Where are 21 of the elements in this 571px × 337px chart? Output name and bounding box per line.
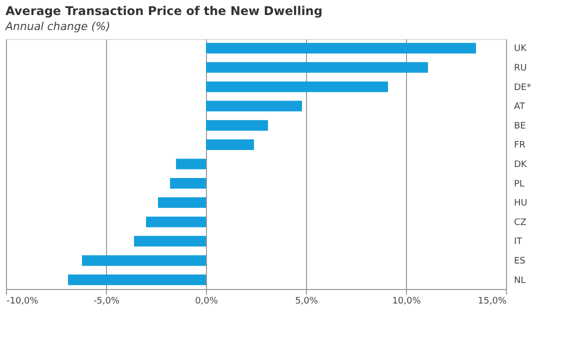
- y-tick-label: FR: [514, 140, 526, 151]
- x-tick-label: 0,0%: [195, 296, 218, 306]
- x-tick-label: 15,0%: [478, 296, 507, 306]
- y-tick-label: PL: [514, 179, 524, 190]
- x-tick-label: 5,0%: [295, 296, 318, 306]
- y-tick-label: BE: [514, 121, 526, 132]
- y-tick-label: IT: [514, 237, 523, 248]
- y-tick-label: NL: [514, 276, 526, 286]
- y-tick-label: HU: [514, 198, 528, 209]
- x-tick-label: -10,0%: [6, 296, 39, 306]
- chart-title: Average Transaction Price of the New Dwelling: [6, 4, 322, 18]
- y-tick-label: DE*: [514, 82, 532, 93]
- y-tick-label: UK: [514, 44, 528, 54]
- x-tick-label: -5,0%: [93, 296, 120, 306]
- y-tick-label: DK: [514, 160, 528, 170]
- y-tick-label: AT: [514, 102, 526, 112]
- chart-subtitle: Annual change (%): [4, 20, 110, 33]
- x-tick-label: 10,0%: [392, 296, 422, 306]
- y-tick-label: CZ: [514, 218, 526, 228]
- y-tick-label: RU: [514, 63, 527, 74]
- y-tick-label: ES: [514, 256, 526, 267]
